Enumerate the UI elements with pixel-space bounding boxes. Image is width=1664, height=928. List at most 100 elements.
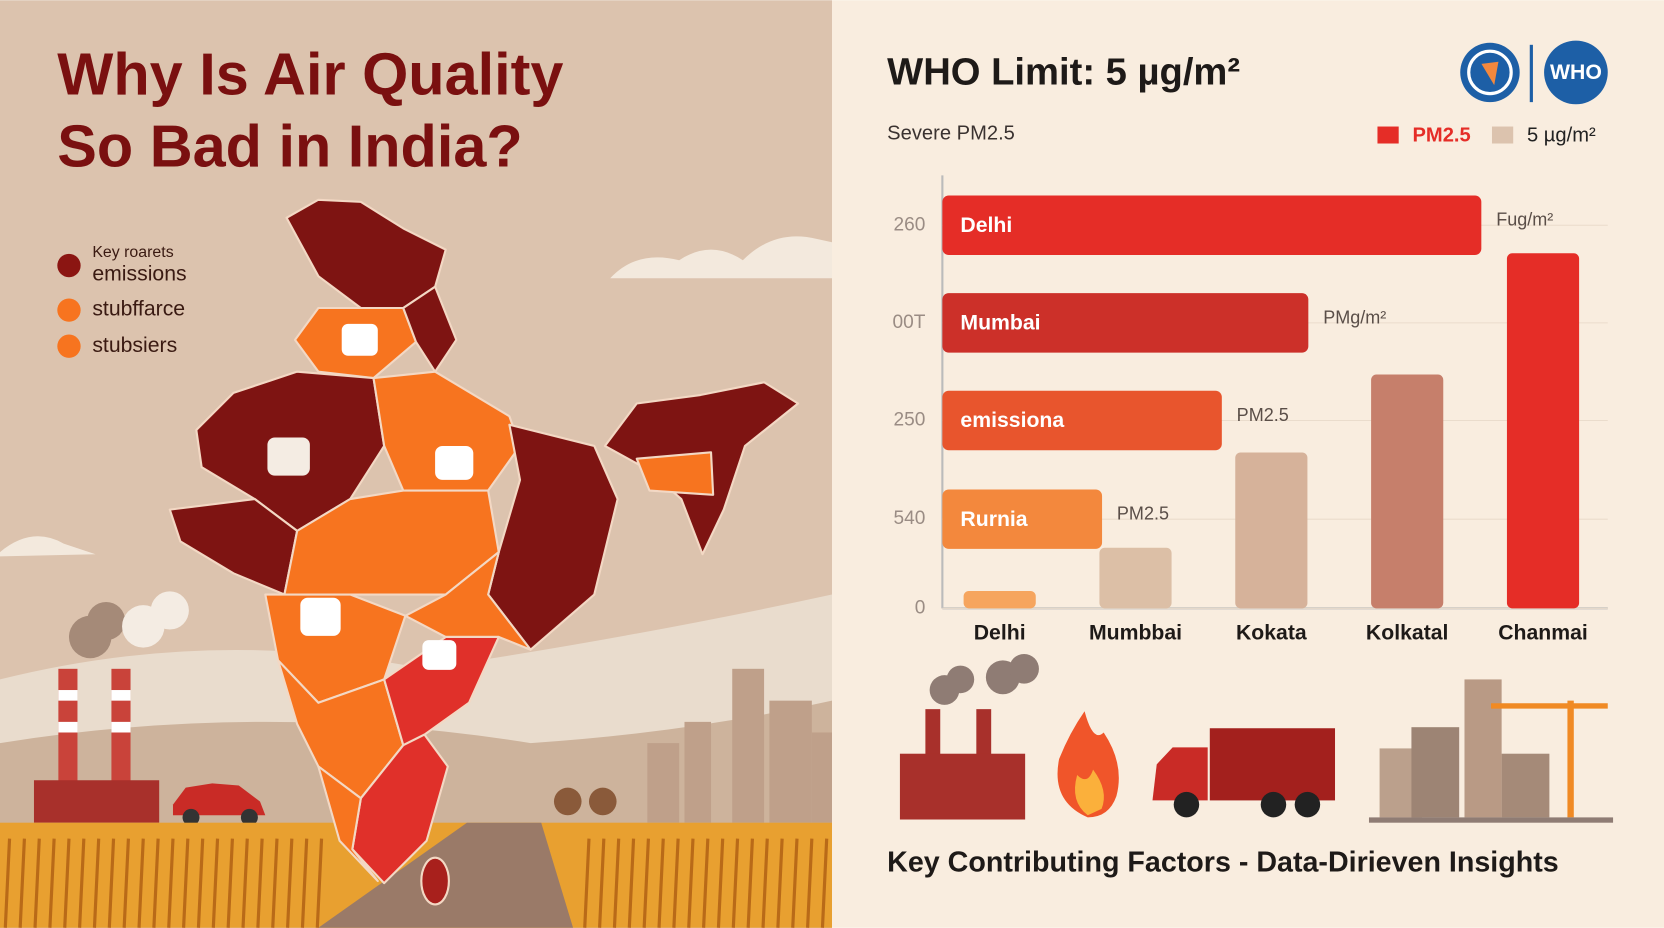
cloud [0, 536, 96, 557]
crop [776, 838, 784, 928]
crop [18, 838, 26, 928]
factory [33, 780, 160, 823]
crop [761, 838, 769, 928]
map [285, 198, 447, 310]
crop [48, 838, 56, 928]
y-tick-label: 250 [894, 410, 926, 431]
tree [588, 787, 617, 816]
bar [942, 390, 1222, 451]
crop [598, 838, 606, 928]
crop [63, 838, 71, 928]
crops [3, 838, 829, 928]
car [172, 783, 266, 816]
bar [963, 591, 1036, 609]
crop [612, 838, 621, 928]
bar-end-label: PM2.5 [1117, 504, 1169, 524]
crop [746, 838, 754, 928]
crop [286, 838, 294, 928]
header: WHO Limit: 5 µg/m² [887, 51, 1240, 94]
buildings-icon [1501, 753, 1550, 818]
y-tick-label: 00T [892, 312, 925, 333]
bar-end-label: PM2.5 [1237, 405, 1289, 425]
legend-label: Key roarets [92, 244, 173, 261]
factory-icon [899, 653, 1039, 820]
crop [3, 838, 12, 928]
crop [211, 838, 220, 928]
map-icons [341, 323, 378, 356]
crop [583, 838, 591, 928]
map-icons [300, 597, 341, 636]
factory-icon [1009, 653, 1039, 684]
crop [152, 838, 160, 928]
crop [122, 838, 130, 928]
crop [256, 838, 264, 928]
logo-text: WHO [1550, 61, 1602, 84]
crop [731, 838, 740, 928]
bar [942, 293, 1309, 353]
factory [87, 601, 126, 641]
buildings-icon [1368, 679, 1614, 823]
crop [791, 838, 799, 928]
logo [1467, 49, 1513, 96]
factory [58, 721, 78, 733]
truck-icon [1152, 728, 1336, 818]
legend-label: stubsiers [92, 334, 177, 357]
crop [300, 838, 309, 928]
truck-icon [1260, 791, 1287, 818]
bar [942, 195, 1482, 255]
y-tick-label: 0 [915, 597, 926, 618]
map [420, 856, 450, 906]
buildings-icon [1368, 817, 1614, 823]
crop [241, 838, 249, 928]
city [769, 700, 812, 823]
map-icons [267, 323, 474, 670]
crop [167, 838, 175, 928]
buildings-icon [1411, 727, 1460, 818]
crop [137, 838, 145, 928]
factory [150, 591, 189, 630]
truck-icon [1173, 791, 1200, 818]
map [372, 370, 522, 492]
legend-label: emissions [92, 263, 186, 286]
x-tick-label: Chanmai [1498, 621, 1588, 644]
title: So Bad in India? [57, 113, 522, 180]
map-icons [435, 445, 474, 480]
crop [672, 838, 680, 928]
map [402, 285, 458, 373]
truck-icon [1209, 728, 1336, 801]
map [168, 198, 800, 906]
subtitle: Severe PM2.5 [887, 122, 1015, 144]
buildings-icon [1464, 679, 1502, 818]
crop [820, 838, 829, 928]
legend-swatch [1491, 126, 1514, 144]
legend-label: 5 µg/m² [1527, 124, 1596, 146]
city [732, 668, 765, 823]
crop [78, 838, 86, 928]
map-icons [267, 437, 310, 476]
factory-icon [899, 753, 1026, 820]
truck-icon [1294, 791, 1321, 818]
x-tick-label: Kokata [1236, 621, 1307, 644]
legend-dot [57, 334, 81, 358]
legend-label: stubffarce [92, 298, 185, 321]
logo [1460, 40, 1608, 105]
caption: Key Contributing Factors - Data-Dirieven… [887, 847, 1559, 879]
crop [226, 838, 234, 928]
y-tick-label: 260 [894, 214, 926, 235]
crop [806, 838, 814, 928]
legend-dot [57, 253, 81, 278]
cloud [610, 236, 832, 279]
crop [702, 838, 710, 928]
crop [687, 838, 695, 928]
bar [1235, 452, 1308, 609]
logo [1481, 61, 1499, 86]
bar-end-label: Fug/m² [1496, 210, 1553, 230]
logo [1544, 40, 1608, 105]
x-tick-label: Kolkatal [1366, 621, 1449, 644]
map-icons [422, 640, 457, 670]
bar [1371, 374, 1444, 609]
bar-label: emissiona [960, 409, 1064, 432]
legend-label: PM2.5 [1412, 124, 1470, 146]
